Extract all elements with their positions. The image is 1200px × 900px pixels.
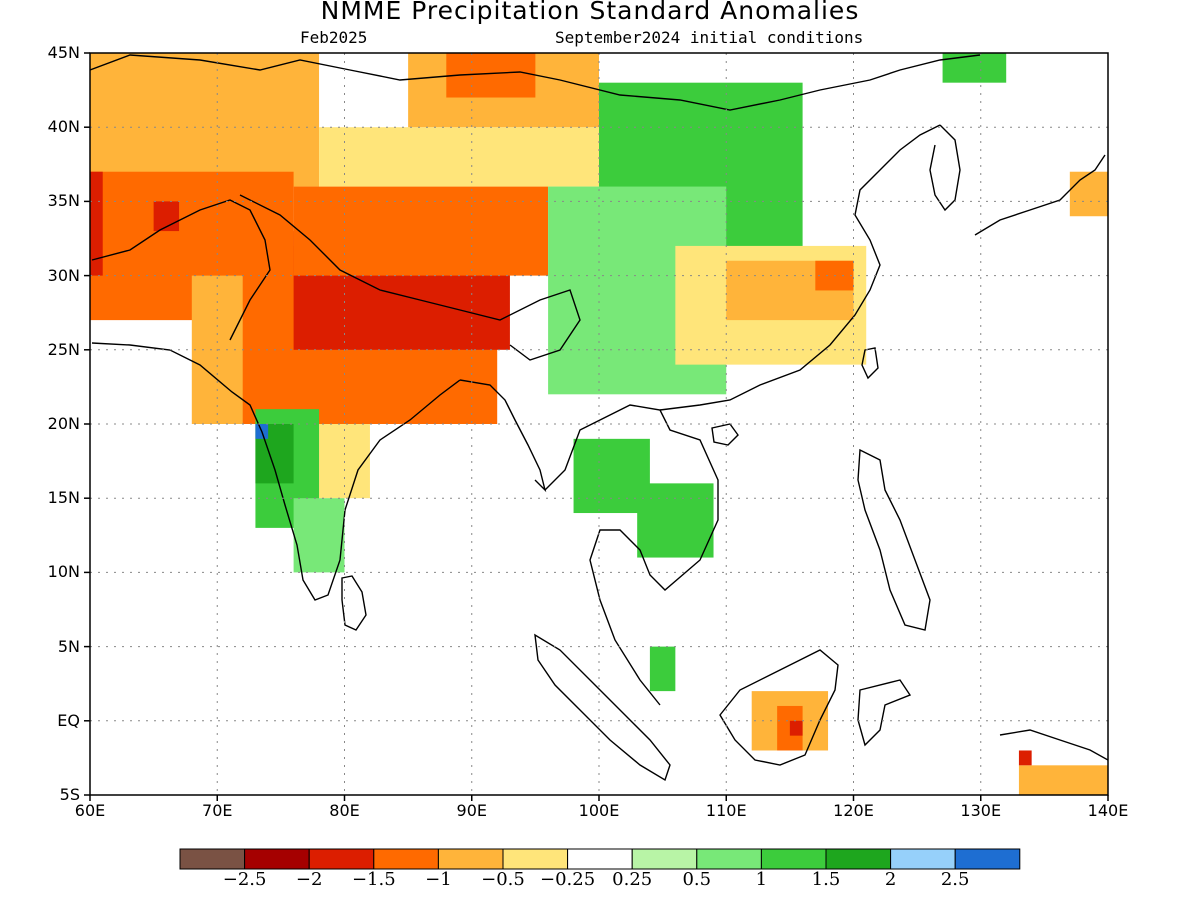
colorbar-label-2: −1.5 (351, 869, 396, 890)
colorbar-label-3: −1 (425, 869, 452, 890)
anomaly-region-30 (942, 53, 1007, 83)
lat-label-40N: 40N (47, 117, 80, 137)
japan (974, 154, 1106, 236)
philippines (857, 448, 931, 631)
colorbar-swatch-4 (437, 848, 504, 870)
anomaly-region-15 (293, 498, 345, 573)
lon-label-110E: 110E (705, 801, 747, 820)
colorbar-swatch-6 (567, 848, 633, 870)
colorbar-swatch-1 (244, 848, 310, 870)
lon-label-140E: 140E (1087, 801, 1129, 820)
colorbar-swatch-12 (954, 848, 1021, 870)
colorbar-label-7: 0.5 (682, 869, 712, 890)
anomaly-shading (90, 53, 1108, 795)
borneo (719, 649, 839, 766)
sumatra (534, 633, 671, 782)
lon-label-90E: 90E (456, 801, 487, 820)
himalaya-border (239, 194, 581, 361)
chart-title: NMME Precipitation Standard Anomalies (320, 0, 860, 25)
anomaly-region-7 (293, 186, 549, 276)
lon-label-60E: 60E (74, 801, 106, 820)
colorbar-label-9: 1.5 (811, 869, 841, 890)
anomaly-region-29 (1069, 171, 1108, 217)
bay-of-bengal-coast (459, 379, 547, 493)
colorbar-label-6: 0.25 (612, 869, 653, 890)
anomaly-region-27 (1018, 765, 1108, 795)
valid-month: Feb2025 (300, 28, 368, 47)
central-asia-border (90, 54, 981, 111)
lat-label-20N: 20N (47, 414, 80, 433)
taiwan (861, 347, 879, 380)
initial-conditions: September2024 initial conditions (555, 28, 864, 47)
sulawesi (857, 679, 912, 747)
coastline-outlines (90, 54, 1108, 782)
new-guinea (999, 729, 1108, 761)
colorbar-swatch-9 (760, 848, 827, 870)
colorbar-swatch-3 (373, 848, 439, 870)
china-coastline (659, 124, 941, 411)
india-coastline (91, 342, 461, 601)
colorbar-swatch-0 (179, 848, 246, 870)
colorbar-swatch-5 (502, 848, 569, 870)
colorbar-swatch-2 (308, 848, 375, 870)
colorbar-swatch-10 (825, 848, 892, 870)
lat-label-5N: 5N (57, 636, 80, 656)
lat-label-45N: 45N (47, 43, 80, 62)
pakistan-border (91, 199, 271, 341)
hainan (711, 423, 739, 446)
lon-label-100E: 100E (578, 801, 620, 820)
anomaly-region-3 (90, 171, 103, 276)
lon-label-120E: 120E (833, 801, 874, 820)
anomaly-region-28 (1018, 750, 1032, 766)
anomaly-region-26 (649, 646, 676, 692)
colorbar-label-1: −2 (295, 869, 323, 890)
lat-label-15N: 15N (47, 488, 80, 508)
lat-label-30N: 30N (47, 265, 80, 285)
anomaly-region-8 (319, 127, 599, 187)
colorbar-label-4: −0.5 (481, 869, 525, 890)
lon-label-130E: 130E (960, 801, 1002, 820)
colorbar-label-11: 2.5 (940, 869, 970, 890)
colorbar-swatch-11 (890, 848, 956, 870)
anomaly-region-22 (573, 438, 650, 514)
colorbar-label-10: 2 (884, 869, 897, 890)
lat-label-10N: 10N (47, 562, 80, 582)
indochina-coastline (544, 404, 719, 706)
lat-label-25N: 25N (47, 339, 80, 359)
lon-label-70E: 70E (202, 801, 233, 820)
graticule (90, 53, 1108, 795)
sri-lanka (341, 575, 367, 631)
colorbar-label-8: 1 (755, 869, 768, 890)
lat-label-5S: 5S (59, 785, 80, 804)
axis-ticks (84, 52, 1109, 801)
lat-label-35N: 35N (47, 191, 80, 211)
lon-label-80E: 80E (329, 801, 360, 820)
colorbar (179, 848, 1021, 870)
anomaly-region-25 (789, 720, 803, 736)
anomaly-region-0 (90, 53, 320, 187)
colorbar-label-0: −2.5 (222, 869, 267, 890)
colorbar-swatch-7 (631, 848, 698, 870)
colorbar-swatch-8 (696, 848, 762, 870)
lat-label-EQ: EQ (57, 710, 80, 730)
colorbar-label-5: −0.25 (540, 869, 596, 890)
korea (929, 124, 961, 212)
